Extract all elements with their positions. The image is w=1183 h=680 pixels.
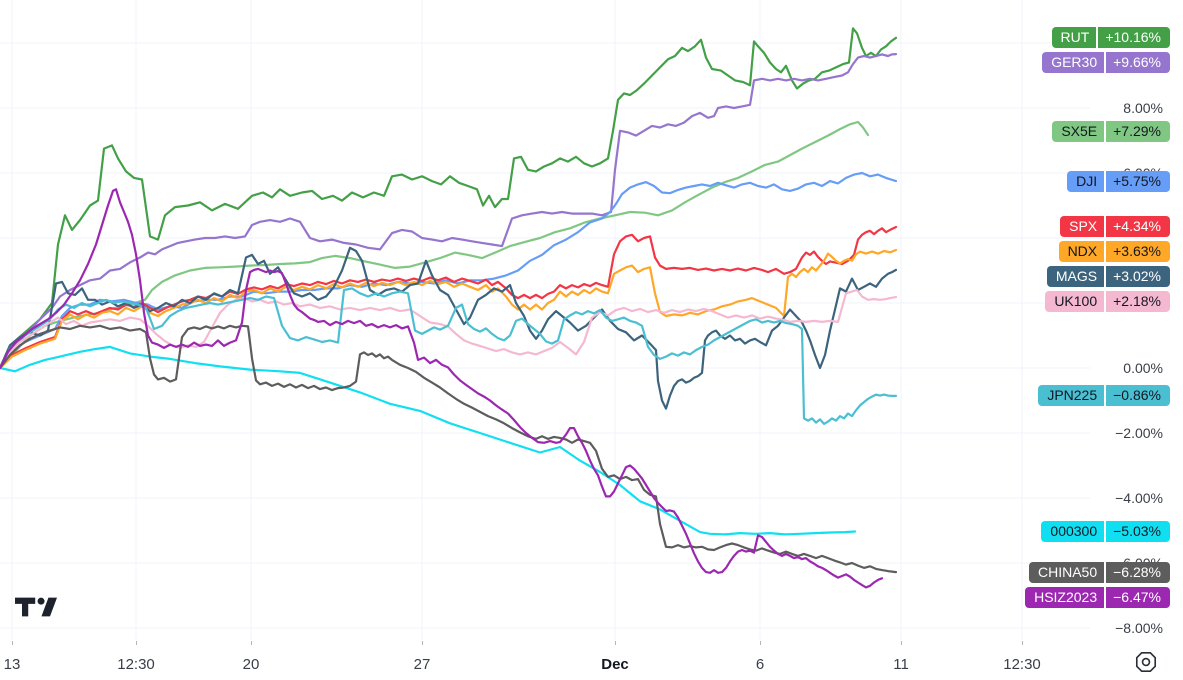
badge-change-value: −6.47% — [1104, 586, 1170, 608]
legend-badge-rut[interactable]: RUT +10.16% — [1051, 27, 1170, 49]
badge-ticker: UK100 — [1054, 293, 1098, 310]
badge-change-value: +2.18% — [1104, 291, 1170, 313]
x-axis-tick — [422, 641, 423, 645]
x-axis-tick — [12, 641, 13, 645]
series-line-uk100[interactable] — [0, 288, 898, 370]
series-line-ndx[interactable] — [0, 248, 898, 370]
badge-change-value: +7.29% — [1104, 120, 1170, 142]
series-line-china50[interactable] — [0, 324, 898, 574]
legend-badge-sx5e[interactable]: SX5E +7.29% — [1052, 120, 1170, 142]
badge-change-value: +5.75% — [1104, 170, 1170, 192]
price-chart-canvas[interactable] — [0, 0, 1183, 650]
series-line-mags[interactable] — [0, 246, 898, 410]
badge-change-value: +3.63% — [1104, 241, 1170, 263]
x-axis-label: 6 — [755, 656, 765, 673]
badge-ticker: MAGS — [1055, 268, 1098, 285]
badge-change-value: +3.02% — [1104, 266, 1170, 288]
badge-change-value: −6.28% — [1104, 561, 1170, 583]
series-line-sx5e[interactable] — [0, 120, 870, 370]
series-line-spx[interactable] — [0, 225, 898, 370]
x-axis-label: 27 — [413, 656, 431, 673]
legend-badge-ndx[interactable]: NDX +3.63% — [1058, 241, 1170, 263]
badge-ticker: HSIZ2023 — [1034, 588, 1098, 605]
x-axis-tick — [760, 641, 761, 645]
legend-badge-china50[interactable]: CHINA50 −6.28% — [1028, 561, 1170, 583]
series-line-jpn225[interactable] — [0, 287, 898, 425]
octagon-circle-icon[interactable] — [1133, 649, 1159, 680]
gridlines — [0, 0, 1090, 640]
badge-change-value: +10.16% — [1096, 27, 1170, 49]
badge-change-value: +4.34% — [1104, 216, 1170, 238]
y-axis-label: 8.00% — [1123, 100, 1163, 116]
x-axis-label: 13 — [3, 656, 21, 673]
badge-ticker: SPX — [1069, 218, 1098, 235]
series-line-rut[interactable] — [0, 27, 898, 370]
legend-badge-dji[interactable]: DJI +5.75% — [1067, 170, 1170, 192]
legend-badge-jpn225[interactable]: JPN225 −0.86% — [1038, 385, 1170, 407]
badge-ticker: GER30 — [1051, 54, 1098, 71]
badge-ticker: NDX — [1067, 243, 1098, 260]
y-axis-label: −4.00% — [1115, 490, 1163, 506]
x-axis-label: 12:30 — [1003, 656, 1041, 673]
badge-ticker: RUT — [1060, 29, 1090, 46]
x-axis-tick — [136, 641, 137, 645]
legend-badge-hsiz2023[interactable]: HSIZ2023 −6.47% — [1025, 586, 1170, 608]
badge-ticker: 000300 — [1050, 522, 1098, 539]
y-axis-label: 0.00% — [1123, 360, 1163, 376]
legend-badge-uk100[interactable]: UK100 +2.18% — [1045, 291, 1170, 313]
badge-ticker: CHINA50 — [1037, 563, 1098, 580]
badge-change-value: −5.03% — [1104, 520, 1170, 542]
series-line-ger30[interactable] — [0, 52, 898, 370]
tradingview-logo[interactable] — [15, 597, 57, 622]
x-axis-label: Dec — [601, 656, 629, 673]
badge-ticker: DJI — [1076, 172, 1098, 189]
y-axis-label: −8.00% — [1115, 620, 1163, 636]
legend-badge-ger30[interactable]: GER30 +9.66% — [1042, 52, 1170, 74]
legend-badge-mags[interactable]: MAGS +3.02% — [1046, 266, 1170, 288]
badge-change-value: −0.86% — [1104, 385, 1170, 407]
badge-change-value: +9.66% — [1104, 52, 1170, 74]
x-axis-tick — [251, 641, 252, 645]
x-axis-label: 11 — [893, 656, 909, 673]
badge-ticker: JPN225 — [1047, 387, 1098, 404]
x-axis-tick — [1022, 641, 1023, 645]
x-axis-tick — [901, 641, 902, 645]
series-line-hsiz2023[interactable] — [0, 188, 884, 589]
series-line-000300[interactable] — [0, 345, 857, 536]
x-axis-label: 20 — [242, 656, 260, 673]
x-axis-label: 12:30 — [117, 656, 155, 673]
legend-badge-spx[interactable]: SPX +4.34% — [1060, 216, 1170, 238]
y-axis-label: −2.00% — [1115, 425, 1163, 441]
x-axis-tick — [615, 641, 616, 645]
badge-ticker: SX5E — [1061, 122, 1098, 139]
legend-badge-000300[interactable]: 000300 −5.03% — [1041, 520, 1170, 542]
